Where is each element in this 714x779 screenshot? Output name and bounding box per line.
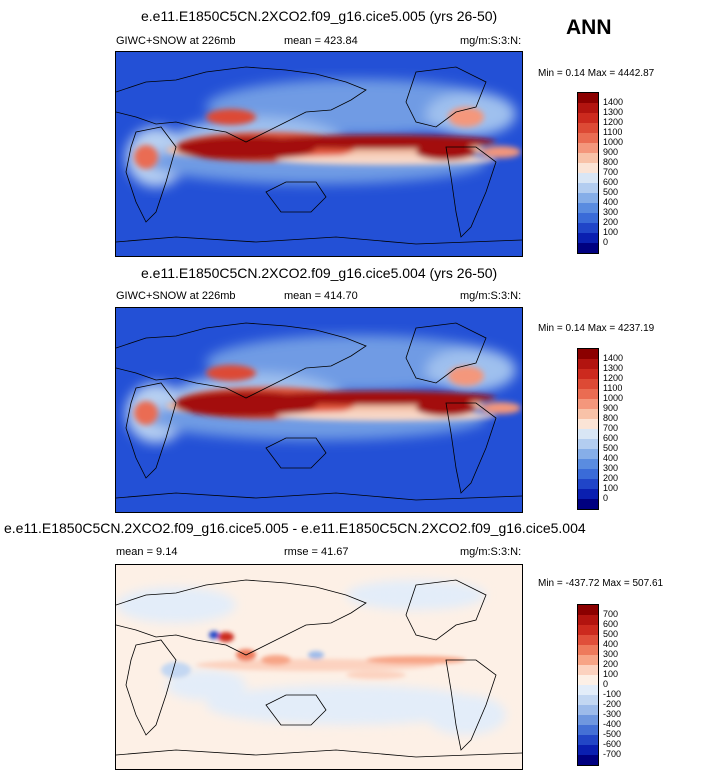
panel2-colorbar-swatches [577, 348, 599, 510]
colorbar-tick-label: 1100 [603, 127, 623, 137]
colorbar-tick-label: 500 [603, 443, 619, 453]
panel2-title: e.e11.E1850C5CN.2XCO2.f09_g16.cice5.004 … [141, 265, 498, 281]
panel1-units: mg/m:S:3:N: [460, 35, 522, 47]
panel3-colorbar-swatches [577, 604, 599, 766]
colorbar-tick-label: 100 [603, 669, 619, 679]
colorbar-tick-label: -400 [603, 719, 622, 729]
colorbar-tick-label: 1200 [603, 117, 624, 127]
colorbar-tick-label: 700 [603, 167, 619, 177]
colorbar-tick-label: 600 [603, 619, 619, 629]
panel2-map [115, 307, 523, 513]
colorbar-tick-label: 200 [603, 217, 619, 227]
colorbar-tick-label: 300 [603, 207, 619, 217]
colorbar-tick-label: 200 [603, 659, 619, 669]
panel1-minmax: Min = 0.14 Max = 4442.87 [538, 68, 655, 79]
panel3-minmax: Min = -437.72 Max = 507.61 [538, 578, 664, 589]
colorbar-tick-label: 1200 [603, 373, 624, 383]
colorbar-tick-label: 1400 [603, 97, 624, 107]
colorbar-tick-label: -200 [603, 699, 622, 709]
colorbar-tick-label: 200 [603, 473, 619, 483]
colorbar-tick-label: 500 [603, 187, 619, 197]
colorbar-tick-label: 900 [603, 147, 619, 157]
colorbar-tick-label: 700 [603, 609, 619, 619]
colorbar-tick-label: 300 [603, 649, 619, 659]
colorbar-tick-label: 0 [603, 493, 609, 503]
panel2-contour-field [116, 308, 522, 512]
colorbar-tick-label: 600 [603, 433, 619, 443]
colorbar-tick-label: -700 [603, 749, 622, 759]
colorbar-tick-label: 1300 [603, 363, 624, 373]
panel1-colorbar-swatches [577, 92, 599, 254]
colorbar-tick-label: 0 [603, 679, 609, 689]
colorbar-tick-label: 700 [603, 423, 619, 433]
panel3-title: e.e11.E1850C5CN.2XCO2.f09_g16.cice5.005 … [4, 520, 586, 536]
colorbar-tick-label: 400 [603, 197, 619, 207]
colorbar-tick-label: -600 [603, 739, 622, 749]
panel2-units: mg/m:S:3:N: [460, 290, 522, 302]
panel3-rmse: rmse = 41.67 [284, 546, 349, 558]
panel2-minmax: Min = 0.14 Max = 4237.19 [538, 323, 655, 334]
panel3-map [115, 564, 523, 770]
colorbar-tick-label: 500 [603, 629, 619, 639]
colorbar-tick-label: 400 [603, 453, 619, 463]
colorbar-tick-label: 1000 [603, 137, 624, 147]
colorbar-tick-label: 1300 [603, 107, 624, 117]
colorbar-tick-label: 800 [603, 413, 619, 423]
colorbar-tick-label: 800 [603, 157, 619, 167]
colorbar-tick-label: 600 [603, 177, 619, 187]
panel1-variable: GIWC+SNOW at 226mb [116, 35, 236, 47]
colorbar-tick-label: -500 [603, 729, 622, 739]
panel1-mean: mean = 423.84 [284, 35, 358, 47]
colorbar-tick-label: 300 [603, 463, 619, 473]
colorbar-tick-label: 1100 [603, 383, 623, 393]
colorbar-tick-label: 1000 [603, 393, 624, 403]
panel3-mean: mean = 9.14 [116, 546, 178, 558]
panel3-units: mg/m:S:3:N: [460, 546, 522, 558]
panel1-contour-field [116, 52, 522, 256]
colorbar-tick-label: 100 [603, 227, 619, 237]
panel2-mean: mean = 414.70 [284, 290, 358, 302]
colorbar-tick-label: 100 [603, 483, 619, 493]
panel2-variable: GIWC+SNOW at 226mb [116, 290, 236, 302]
season-label: ANN [566, 16, 612, 39]
colorbar-tick-label: 400 [603, 639, 619, 649]
colorbar-tick-label: -100 [603, 689, 622, 699]
colorbar-tick-label: 900 [603, 403, 619, 413]
panel3-contour-field [116, 565, 522, 769]
colorbar-tick-label: 0 [603, 237, 609, 247]
colorbar-tick-label: -300 [603, 709, 622, 719]
panel1-map [115, 51, 523, 257]
colorbar-tick-label: 1400 [603, 353, 624, 363]
panel1-title: e.e11.E1850C5CN.2XCO2.f09_g16.cice5.005 … [141, 8, 498, 24]
